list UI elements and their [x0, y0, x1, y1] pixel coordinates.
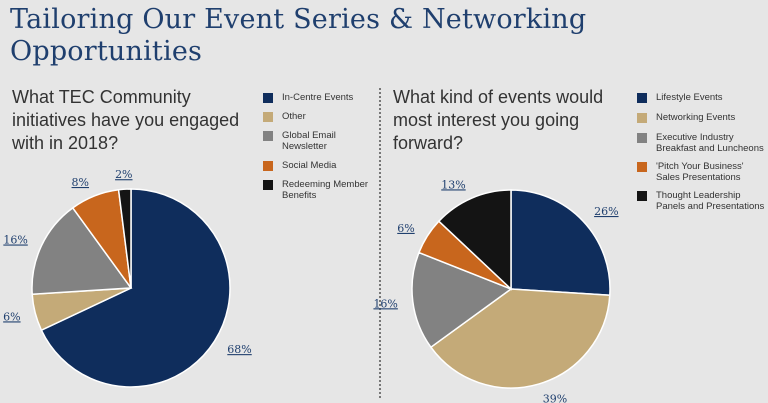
pie-slice-c2-1	[429, 288, 611, 389]
pie-label-c1-1: 6%	[3, 310, 20, 323]
pie-label-c1-3: 8%	[72, 176, 89, 189]
legend-swatch	[637, 162, 647, 172]
legend-swatch	[263, 161, 273, 171]
pie-label-c2-3: 6%	[397, 222, 414, 235]
chart-1-legend-item: In-Centre Events	[263, 92, 375, 111]
legend-label: 'Pitch Your Business' Sales Presentation…	[656, 161, 744, 183]
pie-chart-1: 68% 6% 16% 8% 2%	[3, 168, 252, 388]
pie-label-c1-4: 2%	[115, 168, 132, 181]
legend-label: Other	[282, 111, 306, 122]
legend-swatch	[263, 180, 273, 190]
chart-1-legend-item: Redeeming Member Benefits	[263, 179, 375, 209]
pie-slice-c2-0	[510, 189, 611, 297]
legend-label: In-Centre Events	[282, 92, 354, 103]
pie-slice-c2-4	[437, 189, 512, 291]
chart-1-title: What TEC Community initiatives have you …	[12, 87, 240, 153]
legend-label: Lifestyle Events	[656, 92, 723, 103]
chart-2-legend: Lifestyle Events Networking Events Execu…	[637, 92, 765, 219]
pie-slice-c1-0	[40, 188, 231, 388]
pie-chart-2: 26% 39% 16% 6% 13%	[373, 178, 618, 403]
pie-slice-c1-4	[117, 188, 132, 289]
chart-2-legend-item: Thought Leadership Panels and Presentati…	[637, 190, 765, 219]
legend-label: Thought Leadership Panels and Presentati…	[656, 190, 765, 212]
legend-swatch	[637, 93, 647, 103]
chart-1-legend: In-Centre Events Other Global Email News…	[263, 92, 375, 209]
legend-swatch	[637, 133, 647, 143]
legend-swatch	[263, 131, 273, 141]
legend-label: Networking Events	[656, 112, 736, 123]
chart-2-legend-item: 'Pitch Your Business' Sales Presentation…	[637, 161, 765, 190]
page-title: Tailoring Our Event Series & Networking …	[10, 4, 587, 67]
chart-1-legend-item: Global Email Newsletter	[263, 130, 375, 160]
chart-2-title: What kind of events would most interest …	[393, 87, 604, 153]
pie-label-c2-0: 26%	[594, 205, 618, 218]
pie-label-c2-4: 13%	[441, 178, 465, 191]
chart-2-legend-item: Executive Industry Breakfast and Luncheo…	[637, 132, 765, 161]
legend-label: Executive Industry Breakfast and Luncheo…	[656, 132, 764, 154]
legend-swatch	[263, 93, 273, 103]
pie-label-c2-1: 39%	[543, 393, 567, 403]
legend-label: Redeeming Member Benefits	[282, 179, 369, 201]
legend-label: Global Email Newsletter	[282, 130, 336, 152]
legend-swatch	[263, 112, 273, 122]
legend-label: Social Media	[282, 160, 337, 171]
chart-2-legend-item: Networking Events	[637, 112, 765, 132]
pie-label-c2-2: 16%	[373, 297, 397, 310]
chart-2-legend-item: Lifestyle Events	[637, 92, 765, 112]
pie-label-c1-0: 68%	[227, 343, 251, 356]
chart-1-legend-item: Other	[263, 111, 375, 130]
pie-slice-c2-2	[411, 251, 513, 349]
section-divider	[379, 88, 381, 398]
legend-swatch	[637, 113, 647, 123]
pie-label-c1-2: 16%	[3, 234, 27, 247]
pie-slice-c1-2	[31, 206, 133, 296]
legend-swatch	[637, 191, 647, 201]
chart-1-legend-item: Social Media	[263, 160, 375, 179]
